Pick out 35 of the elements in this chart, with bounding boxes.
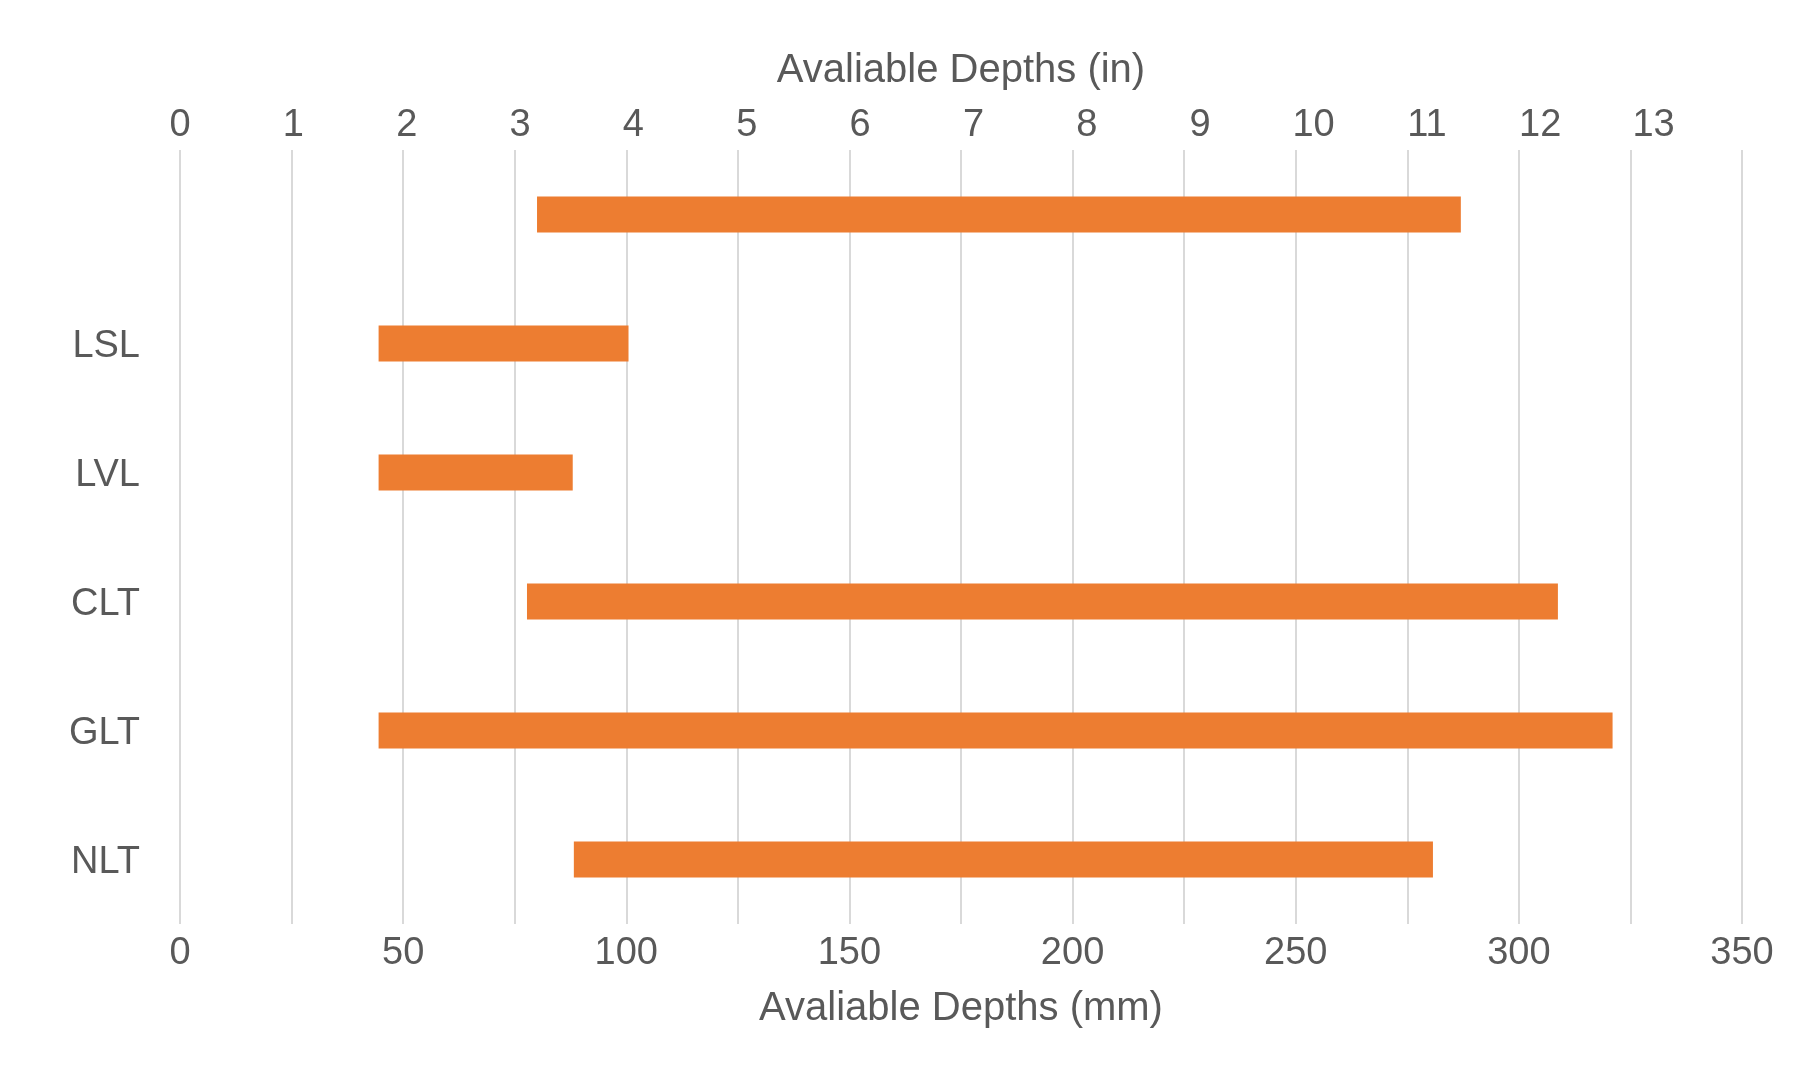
x2-tick-label: 2 xyxy=(396,102,418,144)
y-tick-label: GLT xyxy=(68,709,140,752)
x2-tick-label: 13 xyxy=(1632,102,1675,144)
x-tick-label: 350 xyxy=(1710,930,1774,972)
x-tick-label: 200 xyxy=(1040,930,1105,972)
bar xyxy=(537,196,1461,233)
bar xyxy=(378,325,629,362)
x-tick-label: 250 xyxy=(1264,930,1328,972)
x-tick-label: 50 xyxy=(382,930,425,972)
x2-tick-label: 4 xyxy=(622,102,644,144)
x2-tick-label: 11 xyxy=(1407,102,1447,144)
x2-tick-label: 10 xyxy=(1292,102,1335,144)
x-axis-title: Avaliable Depths (mm) xyxy=(759,984,1163,1028)
x2-axis-title: Avaliable Depths (in) xyxy=(776,46,1146,90)
x2-tick-label: 3 xyxy=(509,102,531,144)
bar xyxy=(573,841,1433,878)
x2-tick-label: 9 xyxy=(1189,102,1211,144)
y-tick-label: LVL xyxy=(75,451,140,494)
x2-tick-label: 1 xyxy=(282,102,304,144)
bar xyxy=(378,454,573,491)
x-tick-label: 300 xyxy=(1487,930,1551,972)
x-tick-label: 100 xyxy=(594,930,658,972)
x-tick-label: 150 xyxy=(817,930,882,972)
bar xyxy=(378,712,1613,749)
y-tick-label: CLT xyxy=(71,580,140,623)
y-tick-label: NLT xyxy=(71,838,140,881)
y-tick-label: LSL xyxy=(72,322,140,365)
x2-tick-label: 12 xyxy=(1519,102,1562,144)
x2-tick-label: 8 xyxy=(1076,102,1098,144)
x2-tick-label: 6 xyxy=(849,102,871,144)
x2-tick-label: 5 xyxy=(736,102,758,144)
x-tick-label: 0 xyxy=(169,930,191,972)
x2-tick-label: 7 xyxy=(962,102,985,144)
bar xyxy=(526,583,1558,620)
x2-tick-label: 0 xyxy=(169,102,191,144)
